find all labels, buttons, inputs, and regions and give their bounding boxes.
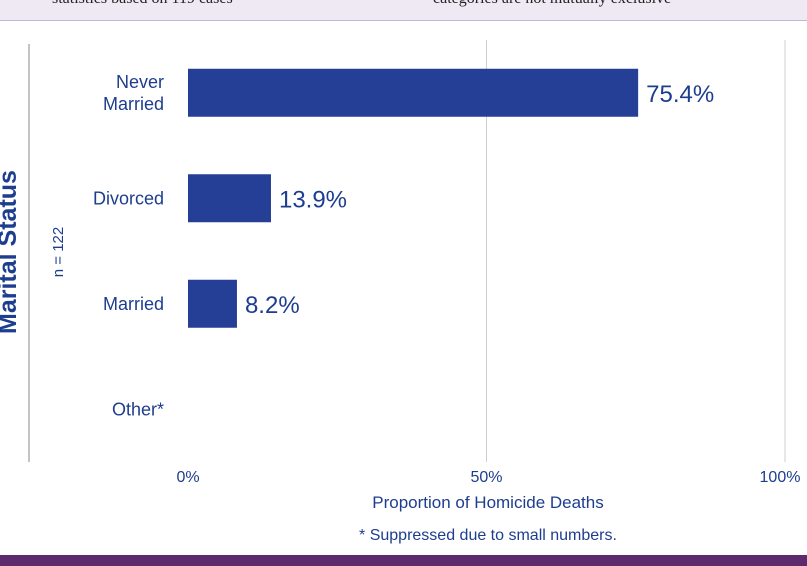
- y-axis-subtitle: n = 122: [50, 227, 67, 277]
- x-tick-label-1: 50%: [470, 469, 502, 486]
- bar-2: [188, 279, 237, 328]
- bar-0: [188, 68, 639, 117]
- footer-bar: [0, 555, 807, 566]
- data-label-1: 13.9%: [279, 186, 347, 213]
- category-label-0-0: Never: [116, 72, 164, 92]
- sample-size-note: statistics based on 119 cases: [52, 0, 233, 8]
- x-axis-title: Proportion of Homicide Deaths: [372, 493, 604, 512]
- bar-1: [188, 174, 271, 223]
- data-label-2: 8.2%: [245, 292, 300, 319]
- x-tick-label-2: 100%: [760, 469, 801, 486]
- category-label-1-0: Divorced: [93, 188, 164, 208]
- category-label-2-0: Married: [103, 294, 164, 314]
- footnote: * Suppressed due to small numbers.: [359, 527, 617, 544]
- category-label-0-1: Married: [103, 94, 164, 114]
- data-label-0: 75.4%: [646, 81, 714, 108]
- categories-note: categories are not mutually exclusive: [433, 0, 671, 8]
- category-label-3-0: Other*: [112, 399, 164, 419]
- y-axis-title: Marital Status: [0, 170, 22, 334]
- header-banner: statistics based on 119 cases categories…: [0, 0, 807, 21]
- x-tick-label-0: 0%: [176, 469, 199, 486]
